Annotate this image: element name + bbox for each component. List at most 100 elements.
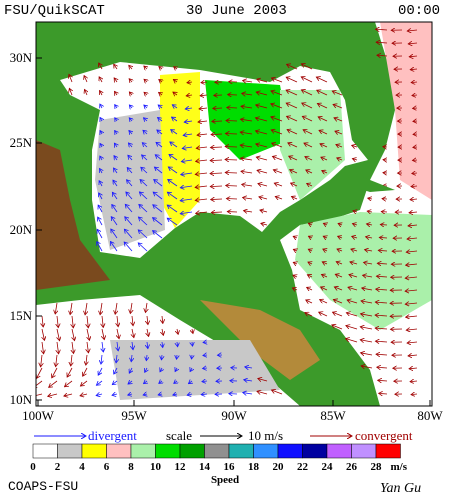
wind-vector xyxy=(114,367,117,374)
colorbar-cell xyxy=(351,443,377,459)
wind-vector xyxy=(361,301,373,303)
wind-vector xyxy=(55,302,57,314)
speed-zone xyxy=(295,212,432,330)
wind-vector xyxy=(173,394,177,395)
wind-vector xyxy=(140,180,148,187)
wind-vector xyxy=(69,88,72,96)
lon-label: 100W xyxy=(22,408,55,423)
wind-vector xyxy=(305,313,313,316)
speed-zone xyxy=(160,72,200,228)
wind-vector xyxy=(379,237,388,238)
wind-vector xyxy=(195,173,208,174)
wind-vector xyxy=(161,354,162,360)
wind-vector xyxy=(323,249,327,251)
wind-vector xyxy=(129,118,132,121)
wind-vector xyxy=(320,300,328,303)
colorbar-label: 8 xyxy=(128,461,134,473)
wind-vector xyxy=(409,368,418,369)
wind-vector xyxy=(377,55,388,56)
wind-vector xyxy=(144,105,147,108)
wind-vector xyxy=(211,212,223,213)
wind-vector xyxy=(173,92,177,95)
wind-vector xyxy=(114,156,117,160)
wind-vector xyxy=(100,168,102,174)
wind-vector xyxy=(201,82,208,83)
lon-label: 80W xyxy=(417,408,443,423)
wind-vector xyxy=(407,30,418,31)
wind-vector xyxy=(271,117,283,122)
wind-vector xyxy=(177,341,178,347)
wind-vector xyxy=(335,274,343,277)
wind-vector xyxy=(275,196,283,199)
wind-vector xyxy=(147,315,148,325)
wind-vector xyxy=(144,79,147,82)
wind-vector xyxy=(126,192,133,200)
highland xyxy=(36,140,110,290)
wind-vector xyxy=(293,275,297,277)
wind-vector xyxy=(321,287,328,290)
map xyxy=(36,22,432,406)
wind-vector xyxy=(302,116,313,122)
wind-vector xyxy=(259,197,268,199)
colorbar-label: 26 xyxy=(346,461,358,473)
colorbar-cell xyxy=(302,443,328,459)
wind-vector xyxy=(116,354,117,363)
legend-scale-value: 10 m/s xyxy=(248,428,283,443)
wind-vector xyxy=(292,288,298,290)
wind-vector xyxy=(99,77,102,83)
wind-vector xyxy=(380,224,388,225)
wind-vector xyxy=(112,381,118,385)
wind-vector xyxy=(411,82,418,83)
wind-vector xyxy=(352,159,358,160)
wind-vector xyxy=(99,63,102,70)
colorbar: 0 2 4 6 8 10 12 14 16 18 20 22 24 26 28 m/s xyxy=(30,443,408,473)
wind-vector xyxy=(139,192,148,200)
wind-vector xyxy=(306,170,313,173)
wind-vector xyxy=(175,368,177,372)
wind-vector xyxy=(334,118,343,121)
lat-label: 20N xyxy=(10,222,33,237)
wind-vector xyxy=(257,170,268,173)
wind-vector xyxy=(168,179,178,187)
wind-vector xyxy=(187,82,193,83)
wind-vector xyxy=(349,275,358,277)
wind-vector xyxy=(67,367,73,377)
wind-vector xyxy=(156,142,163,148)
wind-vector xyxy=(180,186,193,188)
wind-vector xyxy=(80,380,88,386)
wind-vector xyxy=(323,223,327,225)
wind-vector xyxy=(335,131,343,134)
wind-vectors xyxy=(36,29,418,396)
speed-zone xyxy=(380,22,432,200)
wind-vector xyxy=(271,390,283,395)
colorbar-cell xyxy=(32,443,58,459)
wind-vector xyxy=(410,69,418,70)
wind-vector xyxy=(147,341,148,349)
wind-vector xyxy=(144,381,147,384)
wind-vector xyxy=(317,104,328,109)
wind-vector xyxy=(306,300,313,303)
wind-vector xyxy=(240,132,253,134)
wind-vector xyxy=(289,156,298,161)
colorbar-label: 4 xyxy=(79,461,85,473)
wind-vector xyxy=(377,367,388,368)
date: 30 June 2003 xyxy=(186,3,287,19)
wind-vector xyxy=(410,381,418,382)
wind-vector xyxy=(323,236,327,238)
wind-vector xyxy=(211,134,223,135)
wind-vector xyxy=(196,212,208,213)
wind-vector xyxy=(83,367,88,376)
wind-vector xyxy=(187,394,193,395)
wind-vector xyxy=(87,341,88,353)
wind-vector xyxy=(245,367,253,368)
wind-vector xyxy=(243,393,253,394)
wind-vector xyxy=(42,328,44,340)
wind-vector xyxy=(69,74,72,83)
colorbar-cell xyxy=(130,443,156,459)
wind-vector xyxy=(64,394,73,396)
wind-vector xyxy=(36,367,43,378)
wind-vector xyxy=(130,302,132,314)
wind-vector xyxy=(100,130,102,134)
colorbar-label: 0 xyxy=(30,461,36,473)
